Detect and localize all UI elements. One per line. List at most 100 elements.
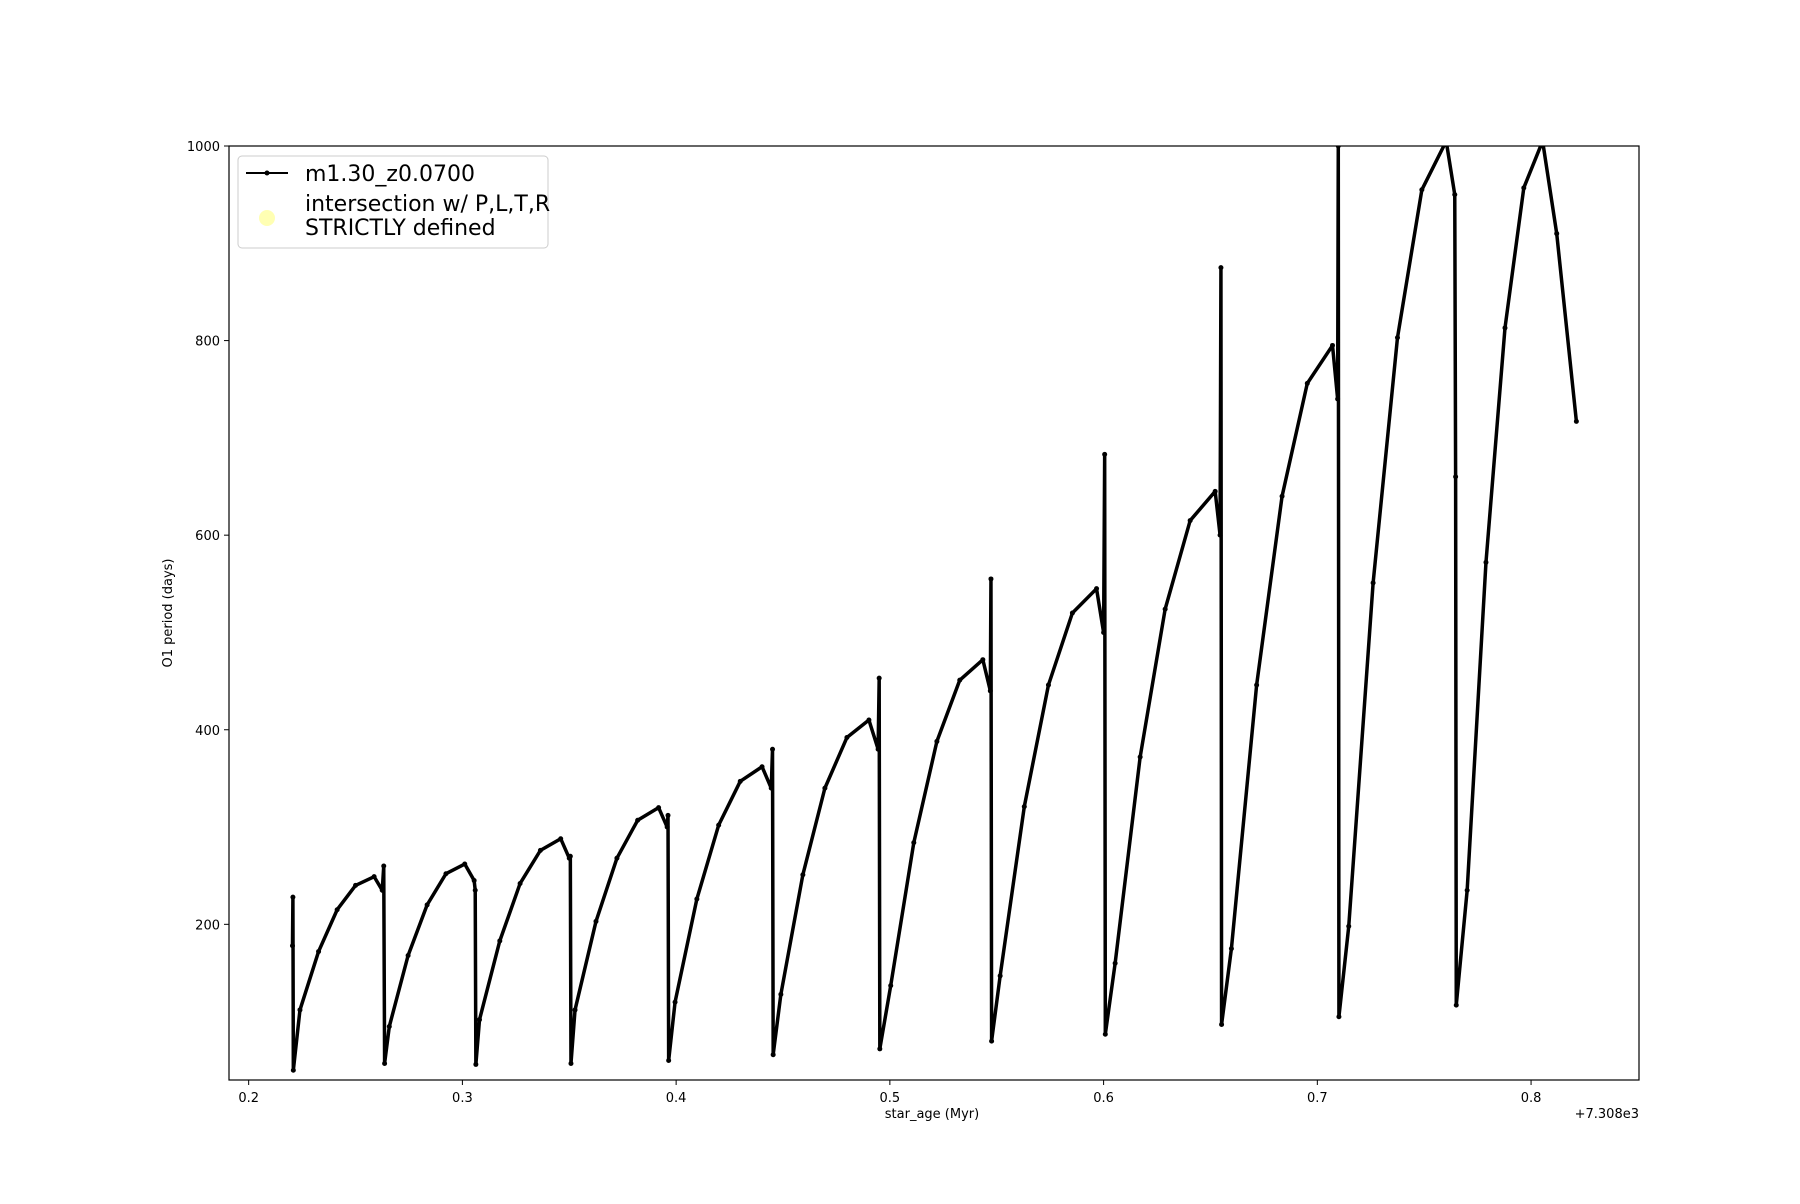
- data-point: [759, 764, 765, 770]
- x-tick-label: 0.7: [1307, 1091, 1328, 1106]
- data-point: [1330, 342, 1336, 348]
- data-point: [424, 902, 430, 908]
- data-point: [866, 717, 872, 723]
- data-point: [1102, 1031, 1108, 1037]
- x-tick-label: 0.2: [238, 1091, 259, 1106]
- data-point: [988, 576, 994, 582]
- data-point: [1304, 380, 1310, 386]
- data-point: [888, 983, 894, 989]
- data-point: [1453, 1002, 1459, 1008]
- data-point: [800, 872, 806, 878]
- x-tick-label: 0.3: [452, 1091, 473, 1106]
- x-tick-label: 0.5: [880, 1091, 901, 1106]
- data-point: [1464, 887, 1470, 893]
- data-point: [1279, 493, 1285, 499]
- data-point: [567, 853, 573, 859]
- data-point: [1573, 418, 1579, 424]
- data-point: [778, 991, 784, 997]
- data-point: [1212, 488, 1218, 494]
- y-axis-label: O1 period (days): [161, 558, 176, 667]
- data-point: [405, 952, 411, 958]
- data-point: [1502, 325, 1508, 331]
- data-point: [290, 894, 296, 900]
- legend-marker: [264, 170, 270, 176]
- data-point: [1370, 580, 1376, 586]
- legend-label: intersection w/ P,L,T,R STRICTLY defined: [305, 192, 550, 241]
- data-point: [572, 1007, 578, 1013]
- data-point: [471, 878, 477, 884]
- data-point: [379, 887, 385, 893]
- x-tick-label: 0.6: [1093, 1091, 1114, 1106]
- legend-box: [237, 155, 549, 249]
- data-point: [1187, 518, 1193, 524]
- data-point: [316, 949, 322, 955]
- data-point: [737, 778, 743, 784]
- data-point: [537, 847, 543, 853]
- x-offset-label: +7.308e3: [1575, 1107, 1639, 1122]
- y-tick-label: 800: [195, 335, 220, 350]
- data-point: [665, 812, 671, 818]
- data-point: [957, 677, 963, 683]
- data-point: [1254, 682, 1260, 688]
- data-point: [289, 943, 295, 949]
- data-point: [1219, 1022, 1225, 1028]
- data-point: [980, 657, 986, 663]
- plot-area: [289, 146, 1579, 1073]
- x-axis-label: star_age (Myr): [885, 1107, 979, 1122]
- data-point: [443, 871, 449, 877]
- data-point: [1101, 629, 1107, 635]
- data-point: [1094, 586, 1100, 592]
- plot-frame: [228, 145, 1640, 1081]
- data-point: [1335, 396, 1341, 402]
- data-point: [844, 735, 850, 741]
- data-point: [1336, 1014, 1342, 1020]
- data-point: [334, 907, 340, 913]
- data-point: [382, 1060, 388, 1066]
- y-tick-label: 600: [195, 529, 220, 544]
- data-point: [1162, 606, 1168, 612]
- legend-label: m1.30_z0.0700: [305, 162, 475, 187]
- data-point: [1228, 946, 1234, 952]
- y-tick-label: 400: [195, 724, 220, 739]
- data-point: [353, 882, 359, 888]
- data-point: [1045, 682, 1051, 688]
- data-point: [1554, 231, 1560, 237]
- data-point: [1112, 960, 1118, 966]
- data-point: [473, 1061, 479, 1067]
- data-point: [1453, 474, 1459, 480]
- data-point: [290, 1067, 296, 1073]
- data-point: [386, 1023, 392, 1029]
- data-point: [497, 938, 503, 944]
- data-point: [635, 817, 641, 823]
- data-point: [462, 861, 468, 867]
- legend: m1.30_z0.0700 intersection w/ P,L,T,R STRI…: [237, 155, 550, 249]
- x-tick-label: 0.8: [1521, 1091, 1542, 1106]
- data-point: [987, 688, 993, 694]
- data-point: [517, 880, 523, 886]
- data-point: [664, 824, 670, 830]
- data-point: [1137, 754, 1143, 760]
- data-point: [656, 805, 662, 811]
- data-point: [876, 675, 882, 681]
- data-point: [997, 973, 1003, 979]
- data-point: [1102, 451, 1108, 457]
- y-tick-label: 1000: [187, 140, 220, 155]
- data-point: [1069, 610, 1075, 616]
- data-point: [1419, 187, 1425, 193]
- data-point: [1335, 146, 1341, 149]
- data-point: [476, 1017, 482, 1023]
- data-point: [877, 1046, 883, 1052]
- data-point: [672, 999, 678, 1005]
- data-point: [934, 738, 940, 744]
- data-point: [989, 1038, 995, 1044]
- y-tick-label: 200: [195, 918, 220, 933]
- data-point: [768, 785, 774, 791]
- data-point: [1021, 804, 1027, 810]
- legend-marker: [259, 210, 275, 226]
- data-point: [875, 746, 881, 752]
- data-point: [1346, 923, 1352, 929]
- data-point: [1394, 335, 1400, 341]
- data-point: [1483, 559, 1489, 565]
- data-point: [770, 1052, 776, 1058]
